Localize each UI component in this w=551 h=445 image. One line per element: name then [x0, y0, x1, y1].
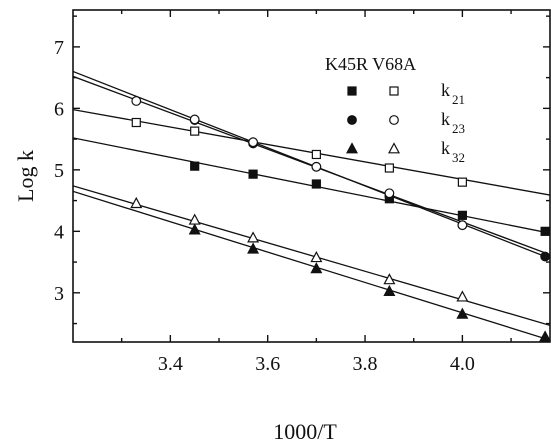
- point-v68a-k32: [456, 290, 469, 302]
- data-points: [130, 96, 550, 342]
- fit-line-k45r-k32: [73, 190, 550, 341]
- plot-frame: [72, 9, 551, 343]
- point-k45r-k32: [456, 307, 469, 319]
- point-v68a-k21: [311, 149, 321, 160]
- point-v68a-k21: [457, 177, 467, 187]
- point-v68a-k23: [189, 114, 200, 125]
- x-axis-title: 1000/T: [273, 419, 337, 444]
- legend-label-sub: 21: [452, 92, 465, 107]
- point-k45r-k21: [311, 179, 321, 189]
- point-v68a-k32: [188, 213, 201, 225]
- y-tick-label: 4: [54, 221, 64, 243]
- fit-line-v68a-k21: [73, 108, 550, 196]
- y-axis-title: Log k: [13, 150, 38, 202]
- axis-ticks: [73, 10, 550, 342]
- point-k45r-k32: [247, 242, 260, 254]
- y-tick-labels: 3 4 5 6 7: [54, 37, 64, 305]
- legend-label-sub: 23: [452, 121, 465, 136]
- legend-label: k: [441, 80, 450, 100]
- y-tick-label: 6: [54, 98, 64, 120]
- point-v68a-k32: [383, 273, 396, 285]
- point-k45r-k21: [190, 161, 200, 171]
- y-tick-label: 3: [54, 283, 64, 305]
- legend: K45R V68A k 21k 23k 32: [325, 54, 465, 165]
- legend-marker-filled: [345, 142, 359, 154]
- legend-marker-open: [387, 142, 401, 154]
- point-v68a-k23: [311, 161, 322, 172]
- legend-marker-filled: [347, 115, 357, 125]
- point-v68a-k21: [384, 163, 394, 173]
- x-tick-label: 3.4: [158, 353, 183, 375]
- x-tick-label: 3.8: [353, 353, 378, 375]
- legend-rows: k 21k 23k 32: [345, 80, 465, 165]
- x-tick-label: 4.0: [450, 353, 475, 375]
- fit-line-v68a-k32: [73, 185, 550, 327]
- point-k45r-k32: [383, 284, 396, 296]
- legend-header: K45R V68A: [325, 54, 416, 74]
- point-k45r-k21: [457, 210, 467, 220]
- point-k45r-k32: [539, 330, 550, 342]
- point-v68a-k32: [130, 196, 143, 209]
- legend-marker-open: [389, 86, 399, 96]
- legend-marker-open: [389, 115, 399, 125]
- point-v68a-k23: [248, 137, 258, 148]
- point-k45r-k23: [540, 251, 550, 262]
- point-k45r-k32: [310, 262, 323, 274]
- point-v68a-k21: [131, 117, 141, 128]
- y-tick-label: 5: [54, 160, 64, 182]
- point-v68a-k23: [131, 96, 142, 106]
- legend-label-sub: 32: [452, 150, 465, 165]
- fit-line-v68a-k23: [73, 75, 550, 256]
- y-tick-label: 7: [54, 37, 64, 59]
- fit-line-k45r-k21: [73, 137, 550, 234]
- point-v68a-k23: [384, 188, 395, 199]
- point-k45r-k21: [248, 169, 258, 179]
- point-k45r-k32: [188, 223, 201, 235]
- x-tick-label: 3.6: [255, 353, 280, 375]
- fit-lines: [73, 70, 550, 341]
- point-v68a-k21: [190, 126, 200, 136]
- point-v68a-k23: [457, 220, 468, 231]
- point-v68a-k32: [247, 231, 260, 243]
- x-tick-labels: 3.4 3.6 3.8 4.0: [158, 353, 475, 375]
- legend-marker-filled: [347, 86, 357, 96]
- legend-label: k: [441, 138, 450, 158]
- point-v68a-k32: [310, 251, 323, 263]
- point-k45r-k21: [540, 226, 550, 236]
- legend-label: k: [441, 109, 450, 129]
